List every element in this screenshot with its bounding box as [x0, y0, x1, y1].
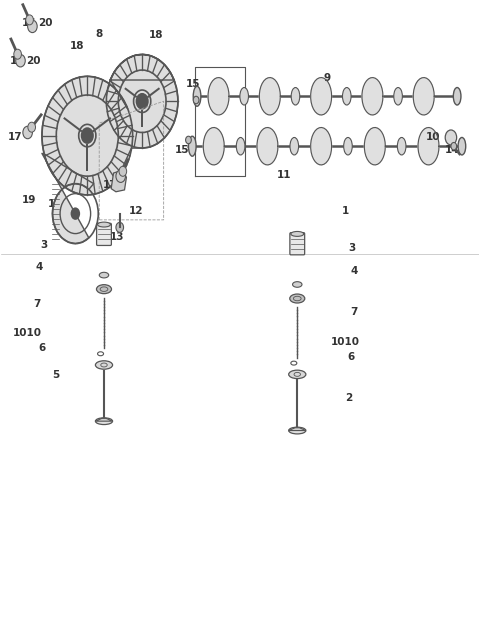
- Ellipse shape: [96, 361, 113, 369]
- Polygon shape: [96, 418, 113, 421]
- Text: 6: 6: [38, 343, 46, 353]
- Circle shape: [116, 223, 123, 233]
- Text: 2: 2: [345, 393, 352, 403]
- Polygon shape: [42, 55, 178, 243]
- Text: 20: 20: [26, 56, 41, 66]
- Polygon shape: [208, 78, 229, 115]
- Polygon shape: [311, 127, 332, 165]
- Circle shape: [71, 208, 80, 220]
- Circle shape: [136, 94, 148, 108]
- Text: 14: 14: [445, 145, 460, 155]
- Circle shape: [14, 49, 22, 59]
- Circle shape: [119, 166, 127, 176]
- Ellipse shape: [189, 136, 196, 156]
- Circle shape: [445, 130, 456, 145]
- Text: 1010: 1010: [13, 329, 42, 339]
- Ellipse shape: [290, 137, 299, 155]
- Polygon shape: [204, 127, 224, 165]
- Text: 16: 16: [21, 18, 36, 28]
- FancyBboxPatch shape: [96, 223, 111, 245]
- Polygon shape: [257, 127, 278, 165]
- Polygon shape: [111, 170, 126, 192]
- Circle shape: [26, 15, 34, 25]
- Ellipse shape: [397, 137, 406, 155]
- Circle shape: [23, 126, 33, 139]
- Text: 19: 19: [22, 195, 36, 205]
- Ellipse shape: [290, 294, 305, 303]
- Text: 13: 13: [109, 233, 124, 243]
- Text: 3: 3: [348, 243, 356, 253]
- Circle shape: [28, 122, 36, 132]
- Text: 17: 17: [103, 180, 118, 190]
- Circle shape: [186, 136, 192, 144]
- Ellipse shape: [288, 427, 306, 434]
- Circle shape: [116, 170, 125, 182]
- Text: 20: 20: [38, 18, 52, 28]
- Ellipse shape: [344, 137, 352, 155]
- Circle shape: [451, 142, 456, 150]
- Text: 6: 6: [347, 352, 354, 362]
- Polygon shape: [259, 78, 280, 115]
- Polygon shape: [362, 78, 383, 115]
- Ellipse shape: [236, 137, 245, 155]
- Text: 1010: 1010: [331, 337, 360, 347]
- FancyBboxPatch shape: [290, 233, 305, 255]
- Ellipse shape: [96, 285, 111, 293]
- Circle shape: [28, 20, 37, 33]
- Ellipse shape: [193, 87, 201, 106]
- Ellipse shape: [291, 231, 304, 236]
- Circle shape: [193, 97, 199, 103]
- Text: 9: 9: [324, 73, 330, 83]
- Polygon shape: [364, 127, 385, 165]
- Ellipse shape: [292, 282, 302, 287]
- Ellipse shape: [96, 418, 113, 424]
- Text: 5: 5: [53, 370, 60, 380]
- Circle shape: [16, 55, 25, 67]
- Ellipse shape: [240, 88, 249, 105]
- Text: 1: 1: [341, 206, 348, 216]
- Text: 15: 15: [186, 80, 201, 90]
- Text: 18: 18: [149, 30, 164, 40]
- Text: 10: 10: [426, 132, 441, 142]
- Text: 16: 16: [10, 56, 24, 66]
- Text: 7: 7: [34, 299, 41, 309]
- Text: 11: 11: [276, 170, 291, 180]
- Ellipse shape: [97, 222, 110, 227]
- Ellipse shape: [288, 370, 306, 379]
- Ellipse shape: [453, 88, 461, 105]
- Text: 1: 1: [48, 199, 55, 209]
- Text: 4: 4: [351, 266, 358, 276]
- Ellipse shape: [343, 88, 351, 105]
- Text: 4: 4: [36, 261, 43, 271]
- Text: 3: 3: [41, 240, 48, 250]
- Text: 17: 17: [7, 132, 22, 142]
- Circle shape: [82, 128, 93, 143]
- Ellipse shape: [458, 137, 466, 155]
- Text: 8: 8: [96, 29, 103, 39]
- Polygon shape: [418, 127, 439, 165]
- Polygon shape: [413, 78, 434, 115]
- Text: 18: 18: [70, 41, 84, 51]
- Ellipse shape: [394, 88, 402, 105]
- Text: 7: 7: [350, 307, 357, 317]
- Ellipse shape: [99, 272, 108, 278]
- Polygon shape: [311, 78, 332, 115]
- Polygon shape: [288, 428, 306, 431]
- Ellipse shape: [291, 88, 300, 105]
- Text: 12: 12: [129, 206, 143, 216]
- Text: 15: 15: [175, 145, 189, 155]
